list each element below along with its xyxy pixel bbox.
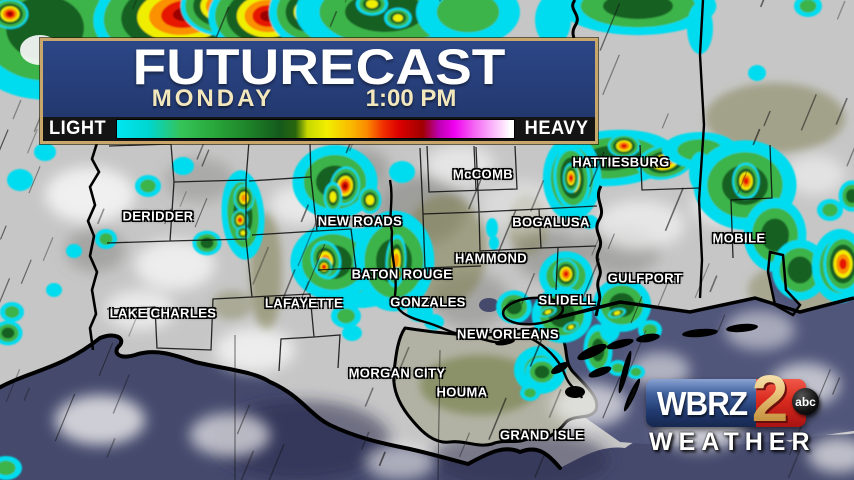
banner-subtitle-row: MONDAY 1:00 PM (43, 85, 595, 113)
scale-heavy-label: HEAVY (525, 118, 589, 139)
radar-cell (172, 157, 194, 175)
lake-pontchartrain (501, 296, 565, 326)
radar-cell (608, 307, 626, 319)
city-label-baton-rouge: BATON ROUGE (351, 266, 453, 282)
city-label-houma: HOUMA (436, 384, 488, 400)
logo-badge: WBRZ 2 abc (646, 365, 819, 431)
radar-cell (331, 304, 361, 328)
city-label-gonzales: GONZALES (390, 294, 466, 310)
boot-terrain (420, 355, 540, 415)
radar-cell (592, 278, 652, 332)
station-call-letters: WBRZ (656, 385, 748, 422)
radar-cell (563, 321, 579, 333)
scale-light-label: LIGHT (49, 118, 107, 139)
radar-cell (582, 215, 598, 229)
grid-lines (234, 335, 441, 480)
radar-cell (323, 182, 343, 212)
city-label-grand-isle: GRAND ISLE (499, 427, 585, 443)
city-label-mobile: MOBILE (712, 230, 766, 246)
radar-cell (559, 0, 717, 36)
radar-cell (135, 175, 161, 197)
radar-cell (838, 180, 854, 212)
radar-cell (732, 162, 760, 200)
radar-cell (231, 209, 249, 231)
county-boundaries (106, 140, 773, 372)
radar-cell (553, 259, 579, 289)
radar-cell (95, 229, 117, 249)
radar-cell (794, 0, 822, 17)
city-label-lafayette: LAFAYETTE (264, 295, 344, 311)
city-label-bogalusa: BOGALUSA (512, 214, 590, 230)
banner-blue-panel: FUTURECAST MONDAY 1:00 PM (43, 41, 595, 117)
radar-cell (233, 184, 255, 212)
radar-cell (358, 186, 382, 214)
mobile-bay (766, 250, 802, 317)
coastline-mississippi (555, 296, 854, 320)
radar-cell (34, 143, 56, 161)
banner-day-label: MONDAY (151, 85, 275, 112)
city-label-hattiesburg: HATTIESBURG (572, 154, 670, 170)
radar-cell (7, 169, 33, 191)
barrier-islands (495, 323, 758, 412)
radar-cell (496, 290, 532, 324)
radar-cell (66, 244, 82, 258)
radar-cell (525, 357, 559, 387)
banner-time-label: 1:00 PM (365, 85, 457, 112)
logo-tagline: WEATHER (649, 428, 816, 456)
city-label-morgan-city: MORGAN CITY (348, 365, 446, 381)
radar-cell (0, 456, 22, 480)
pearl-river (594, 185, 604, 317)
radar-cell (539, 306, 557, 318)
radar-cell (192, 230, 222, 256)
radar-cell (0, 0, 29, 29)
ms-al-border (697, 0, 706, 299)
radar-cell (0, 302, 24, 322)
radar-cell (817, 199, 843, 221)
banner-title: FUTURECAST (132, 39, 506, 95)
radar-cell (46, 283, 62, 297)
radar-cell (384, 7, 412, 29)
abc-network-icon: abc (792, 388, 819, 415)
station-logo: WBRZ 2 abc WEATHER (644, 360, 819, 458)
coastline-west (0, 333, 562, 470)
city-label-gulfport: GULFPORT (607, 270, 683, 286)
radar-cell (416, 0, 520, 46)
radar-cell (0, 320, 23, 346)
city-label-slidell: SLIDELL (538, 292, 596, 308)
radar-cell (823, 235, 854, 293)
radar-cell (355, 0, 389, 16)
radar-cell (520, 385, 540, 401)
channel-number: 2 (740, 365, 800, 431)
radar-cell (389, 161, 415, 183)
texas-border (86, 142, 101, 351)
radar-cell (342, 325, 362, 341)
radar-cell (748, 65, 766, 81)
mississippi-river (388, 179, 584, 399)
radar-cell (687, 2, 713, 54)
radar-cell (627, 365, 645, 379)
radar-cell (607, 134, 641, 158)
city-label-new-orleans: NEW ORLEANS (457, 326, 559, 342)
futurecast-banner: FUTURECAST MONDAY 1:00 PM LIGHT HEAVY (40, 38, 598, 144)
city-label-new-roads: NEW ROADS (317, 213, 403, 229)
radar-cell (236, 226, 250, 240)
scale-gradient (115, 119, 516, 139)
logo-badge-blue (646, 379, 756, 427)
city-label-mccomb: McCOMB (452, 166, 514, 182)
city-label-hammond: HAMMOND (454, 250, 528, 266)
radar-cell (562, 163, 580, 193)
intensity-scale-bar: LIGHT HEAVY (43, 117, 595, 141)
radar-cell (486, 218, 498, 238)
radar-cell (489, 236, 499, 250)
city-label-lake-charles: LAKE CHARLES (109, 305, 217, 321)
city-label-deridder: DERIDDER (122, 208, 194, 224)
